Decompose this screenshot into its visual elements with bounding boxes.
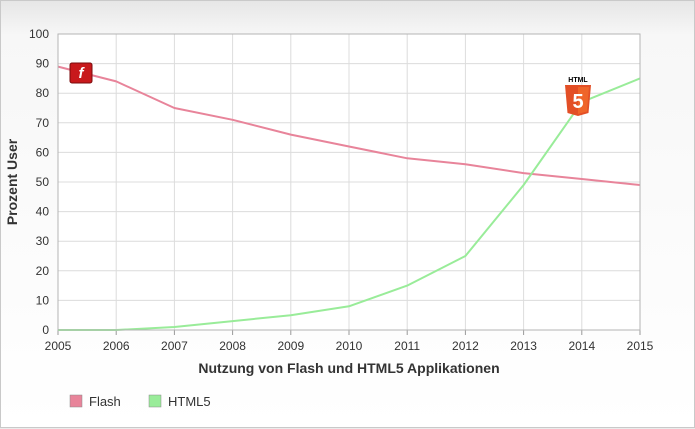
y-tick-label: 50 — [36, 175, 50, 189]
x-tick-label: 2005 — [45, 339, 72, 353]
x-axis-ticks: 2005 2006 2007 2008 2009 2010 2011 2012 2013 2014… — [45, 330, 654, 353]
x-axis-title: Nutzung von Flash und HTML5 Applikatione… — [198, 360, 499, 376]
flash-logo-glyph: f — [79, 65, 86, 82]
legend-swatch — [69, 394, 83, 408]
x-tick-label: 2010 — [336, 339, 363, 353]
y-tick-label: 20 — [36, 264, 50, 278]
x-tick-label: 2009 — [277, 339, 304, 353]
x-tick-label: 2013 — [510, 339, 537, 353]
y-tick-label: 100 — [29, 27, 49, 41]
y-tick-label: 80 — [36, 86, 50, 100]
y-axis-title: Prozent User — [4, 138, 20, 225]
x-tick-label: 2014 — [568, 339, 595, 353]
x-tick-label: 2008 — [219, 339, 246, 353]
plot-border — [57, 33, 641, 331]
series-line-flash — [57, 65, 641, 186]
legend-label: HTML5 — [168, 394, 211, 409]
y-axis-ticks: 0 10 20 30 40 50 60 70 80 90 100 — [29, 27, 49, 337]
y-tick-label: 90 — [36, 57, 50, 71]
legend-swatch — [148, 394, 162, 408]
legend-label: Flash — [89, 394, 121, 409]
x-tick-label: 2011 — [394, 339, 420, 353]
series-lines — [57, 65, 641, 331]
x-tick-label: 2015 — [627, 339, 654, 353]
y-tick-label: 10 — [36, 293, 50, 307]
html5-logo-icon: HTML 5 — [565, 77, 591, 116]
y-tick-label: 0 — [42, 323, 49, 337]
y-tick-label: 40 — [36, 205, 50, 219]
legend-item-flash[interactable]: Flash — [69, 394, 121, 409]
html5-logo-label: HTML — [568, 77, 588, 84]
y-tick-label: 70 — [36, 116, 50, 130]
x-tick-label: 2006 — [103, 339, 130, 353]
y-tick-label: 30 — [36, 234, 50, 248]
series-line-html5 — [58, 77, 641, 331]
x-tick-label: 2007 — [161, 339, 188, 353]
y-tick-label: 60 — [36, 145, 50, 159]
x-tick-label: 2012 — [452, 339, 479, 353]
legend-item-html5[interactable]: HTML5 — [148, 394, 211, 409]
flash-logo-icon: f — [69, 62, 93, 84]
legend: Flash HTML5 — [69, 394, 211, 409]
html5-logo-glyph: 5 — [572, 91, 583, 113]
